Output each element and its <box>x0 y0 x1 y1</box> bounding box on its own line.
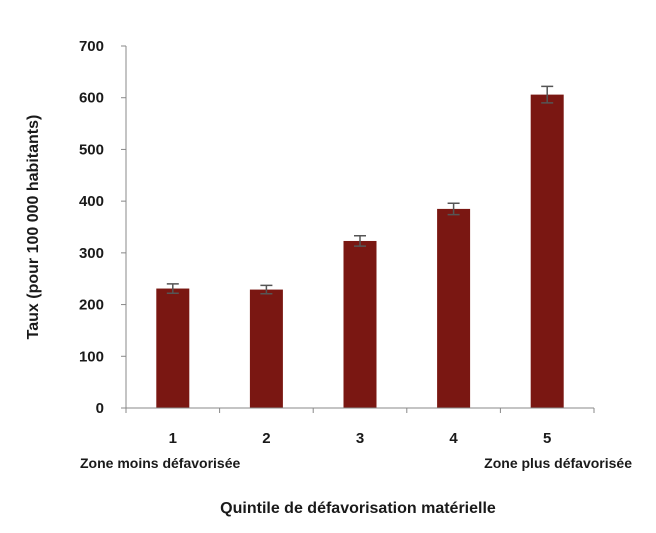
x-axis-title: Quintile de défavorisation matérielle <box>220 500 496 517</box>
y-tick-label: 700 <box>79 38 104 55</box>
error-bars <box>166 85 554 295</box>
bar <box>156 288 190 408</box>
bar <box>437 208 471 408</box>
y-tick-label: 100 <box>79 348 104 365</box>
y-tick-label: 600 <box>79 90 104 107</box>
error-bar <box>166 283 179 294</box>
annotation-left: Zone moins défavorisée <box>80 455 240 471</box>
bars <box>156 94 564 409</box>
annotation-right: Zone plus défavorisée <box>484 455 632 471</box>
y-axis-title: Taux (pour 100 000 habitants) <box>25 115 42 340</box>
y-tick-label: 300 <box>79 245 104 262</box>
bar <box>530 94 564 409</box>
x-tick-label: 5 <box>543 430 551 447</box>
y-tick-label: 0 <box>96 400 104 417</box>
x-axis-ticks: 1 2 3 4 5 <box>125 408 595 447</box>
error-bar <box>354 235 366 247</box>
y-tick-label: 500 <box>79 141 104 158</box>
x-tick-label: 2 <box>262 430 270 447</box>
error-bar <box>541 85 554 104</box>
x-tick-label: 3 <box>356 430 364 447</box>
bar <box>249 289 283 408</box>
y-axis-ticks: 0 100 200 300 400 500 600 700 <box>79 38 126 417</box>
error-bar <box>447 202 460 216</box>
y-tick-label: 200 <box>79 297 104 314</box>
x-tick-label: 1 <box>169 430 177 447</box>
y-tick-label: 400 <box>79 193 104 210</box>
error-bar <box>260 284 273 295</box>
bar <box>343 240 377 408</box>
x-tick-label: 4 <box>449 430 458 447</box>
